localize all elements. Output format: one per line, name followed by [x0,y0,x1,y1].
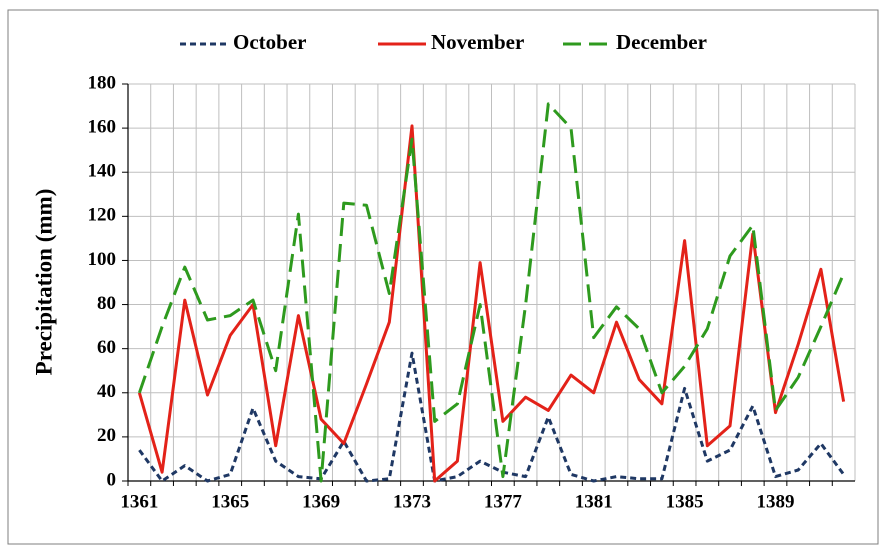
y-tick-label: 140 [88,161,117,182]
series-line [138,351,845,483]
y-tick-label: 160 [88,116,117,137]
y-tick-label: 20 [97,425,116,446]
x-tick-label: 1373 [393,491,431,512]
x-tick-label: 1361 [120,491,158,512]
y-tick-label: 180 [88,72,117,93]
y-tick-label: 40 [97,381,116,402]
series-line [137,124,846,483]
legend-label: November [431,30,524,54]
chart-frame [7,9,879,545]
y-tick-label: 60 [97,337,116,358]
x-tick-label: 1385 [666,491,704,512]
legend-label: December [616,30,707,54]
x-tick-label: 1365 [211,491,249,512]
y-axis-title: Precipitation (mm) [31,189,56,376]
y-tick-label: 80 [97,293,116,314]
x-tick-label: 1369 [302,491,340,512]
y-tick-label: 120 [88,205,117,226]
x-tick-label: 1377 [484,491,523,512]
y-tick-label: 0 [107,469,117,490]
x-tick-label: 1381 [575,491,613,512]
y-tick-label: 100 [88,249,117,270]
x-tick-label: 1389 [756,491,794,512]
legend-label: October [233,30,306,54]
